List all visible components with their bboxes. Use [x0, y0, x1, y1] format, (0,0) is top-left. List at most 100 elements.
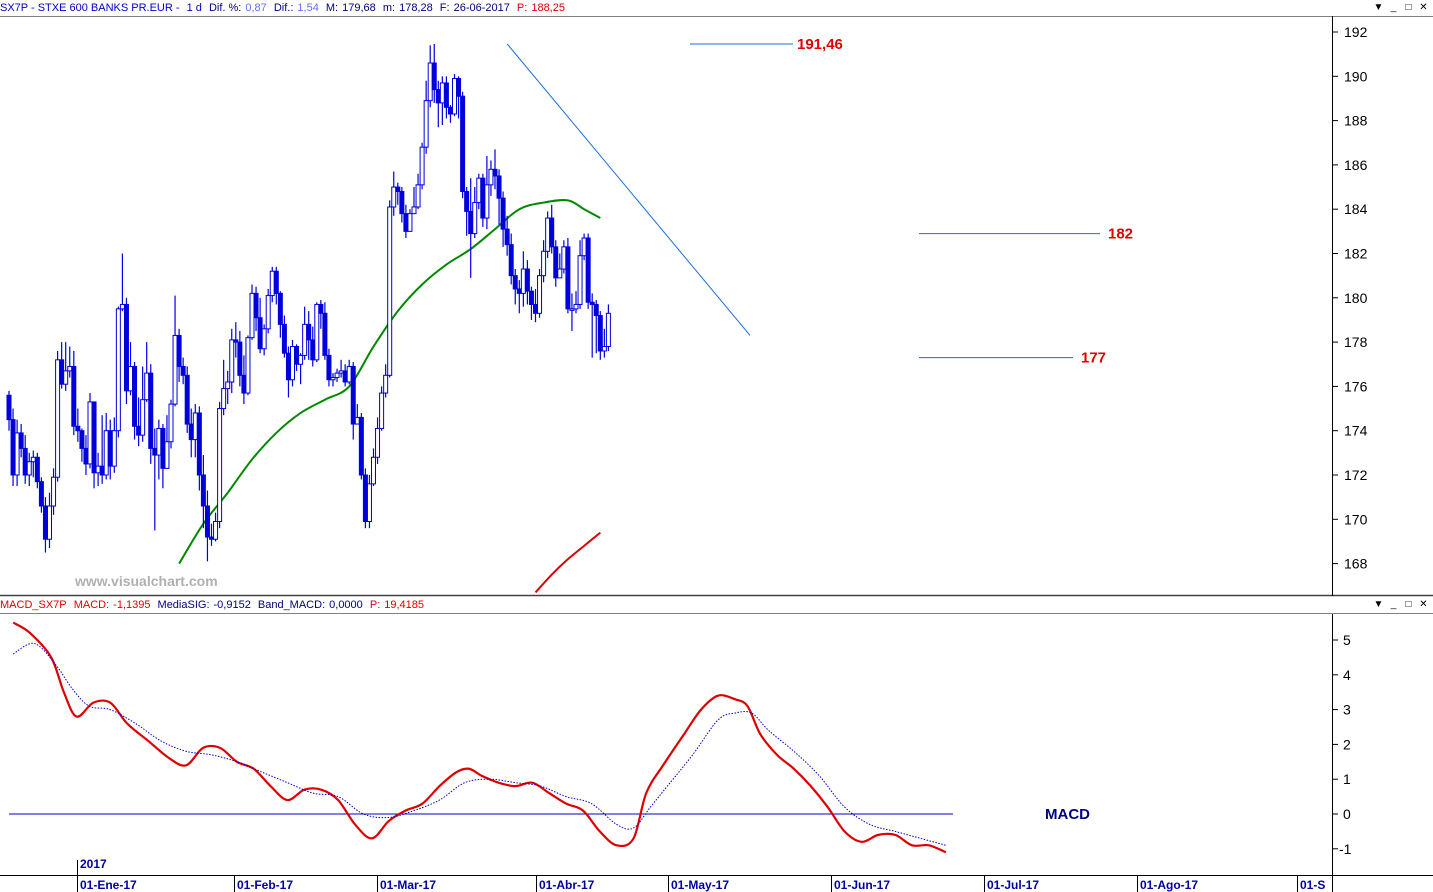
candle-down: [123, 303, 129, 392]
candle-down: [38, 481, 44, 507]
candle-down: [184, 374, 190, 425]
candle-up: [423, 100, 429, 148]
macd-y-axis: -1 0 1 2 3 4 5: [1332, 632, 1352, 857]
candle-up: [379, 392, 385, 429]
candle-down: [492, 168, 498, 177]
macd-tick-label: -1: [1339, 841, 1352, 857]
candle-down: [180, 365, 186, 376]
date-tick-label: 01-Jun-17: [834, 878, 890, 892]
candle-down: [464, 190, 470, 212]
candle-up: [30, 456, 36, 463]
candle-up: [561, 246, 567, 270]
candle-up: [51, 476, 57, 507]
candle-down: [597, 315, 603, 352]
candle-up: [87, 401, 93, 465]
macd-collapse-button[interactable]: ▼: [1373, 599, 1384, 610]
candle-down: [399, 190, 405, 215]
candle-up: [290, 346, 295, 381]
candle-down: [589, 301, 595, 305]
dif-pct-label: Dif. %:: [208, 2, 242, 14]
min-value: 178,28: [399, 2, 433, 14]
maximize-button[interactable]: □: [1405, 2, 1412, 13]
candle-down: [443, 82, 449, 108]
candle-up: [415, 184, 421, 208]
price-tick-label: 182: [1344, 246, 1368, 262]
candle-down: [148, 372, 154, 449]
sma-red-path: [534, 531, 601, 594]
candle-down: [152, 447, 158, 456]
candle-down: [107, 430, 113, 467]
date-tick-label: 01-Mar-17: [380, 878, 436, 892]
macd-maximize-button[interactable]: □: [1405, 599, 1412, 610]
candle-down: [160, 427, 166, 469]
candle-up: [298, 354, 304, 365]
candle-up: [128, 365, 133, 392]
date-tick-label: 01-Ago-17: [1140, 878, 1198, 892]
macd-panel-header: MACD_SX7P MACD: -1,1395 MediaSIG: -0,9152 …: [0, 597, 428, 613]
candle-up: [192, 412, 198, 441]
candle-up: [472, 202, 478, 235]
candle-up: [140, 399, 146, 436]
symbol-label: SX7P - STXE 600 BANKS PR.EUR -: [0, 2, 180, 14]
price-panel-header: SX7P - STXE 600 BANKS PR.EUR - 1 d Dif. …: [0, 0, 569, 16]
candle-up: [484, 184, 490, 219]
candle-down: [75, 425, 81, 432]
candle-up: [217, 408, 223, 523]
candle-down: [200, 474, 206, 507]
candle-down: [362, 474, 368, 523]
price-tick-label: 188: [1344, 113, 1368, 129]
candle-down: [403, 213, 409, 232]
candle-up: [411, 206, 417, 215]
price-tick-label: 190: [1344, 68, 1368, 84]
dif-value: 1,54: [297, 2, 319, 14]
collapse-button[interactable]: ▼: [1373, 2, 1384, 13]
price-tick-label: 174: [1344, 423, 1368, 439]
macd-minimize-button[interactable]: _: [1390, 599, 1397, 610]
candle-up: [581, 237, 587, 257]
candle-down: [350, 365, 356, 425]
candle-down: [257, 317, 263, 350]
macd-close-button[interactable]: ✕: [1419, 599, 1428, 610]
candle-up: [314, 303, 320, 361]
candle-up: [63, 370, 69, 385]
candle-up: [537, 275, 543, 314]
candle-down: [188, 423, 194, 441]
candle-up: [67, 365, 73, 372]
candle-down: [516, 288, 522, 294]
candle-up: [265, 295, 271, 330]
candle-down: [34, 456, 40, 483]
candle-up: [545, 217, 551, 252]
candle-down: [136, 425, 142, 436]
candle-down: [533, 303, 538, 314]
candle-down: [253, 292, 259, 319]
candle-down: [508, 244, 514, 277]
candle-up: [164, 441, 170, 469]
level-label: 191,46: [797, 36, 843, 53]
candle-up: [354, 416, 360, 425]
macd-panel-label: MACD: [1045, 806, 1090, 823]
period-label: 1 d: [186, 2, 202, 14]
candle-down: [132, 365, 138, 427]
price-tick-label: 172: [1344, 467, 1368, 483]
candle-down: [10, 419, 16, 476]
price-tick-label: 178: [1344, 334, 1368, 350]
candle-down: [460, 95, 466, 192]
candle-up: [520, 268, 526, 294]
candle-up: [419, 146, 425, 186]
macd-tick-label: 3: [1343, 702, 1351, 718]
sig-label: MediaSIG:: [157, 599, 210, 611]
candle-up: [338, 370, 344, 374]
close-button[interactable]: ✕: [1419, 2, 1428, 13]
date-tick-label: 01-Abr-17: [539, 878, 595, 892]
candle-down: [322, 312, 328, 356]
candle-down: [326, 354, 332, 381]
candle-up: [95, 465, 101, 474]
minimize-button[interactable]: _: [1390, 2, 1397, 13]
candle-down: [209, 536, 214, 540]
candle-up: [168, 403, 174, 443]
candle-up: [111, 430, 117, 467]
candle-down: [480, 177, 486, 219]
candle-down: [285, 352, 291, 381]
candle-up: [391, 186, 397, 208]
macd-value: -1,1395: [113, 599, 151, 611]
